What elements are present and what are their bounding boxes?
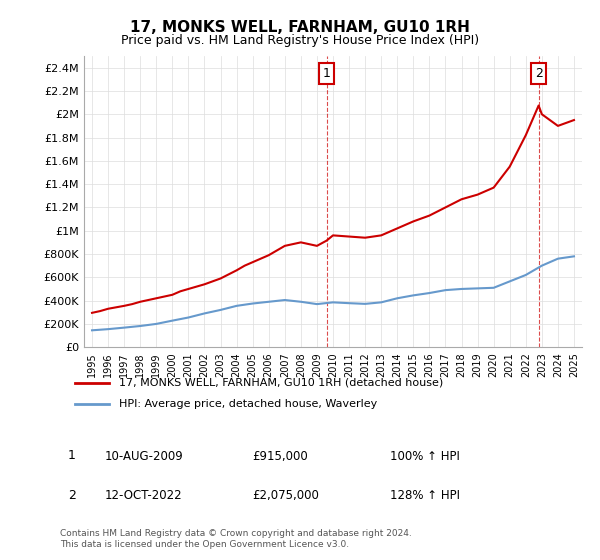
Text: 100% ↑ HPI: 100% ↑ HPI	[390, 450, 460, 463]
Text: 1: 1	[323, 67, 331, 80]
Text: £2,075,000: £2,075,000	[252, 489, 319, 502]
Text: £915,000: £915,000	[252, 450, 308, 463]
Text: 10-AUG-2009: 10-AUG-2009	[105, 450, 184, 463]
Text: 2: 2	[68, 488, 76, 502]
Text: Contains HM Land Registry data © Crown copyright and database right 2024.
This d: Contains HM Land Registry data © Crown c…	[60, 529, 412, 549]
Text: HPI: Average price, detached house, Waverley: HPI: Average price, detached house, Wave…	[119, 399, 377, 409]
Text: 17, MONKS WELL, FARNHAM, GU10 1RH: 17, MONKS WELL, FARNHAM, GU10 1RH	[130, 20, 470, 35]
Text: Price paid vs. HM Land Registry's House Price Index (HPI): Price paid vs. HM Land Registry's House …	[121, 34, 479, 46]
Text: 17, MONKS WELL, FARNHAM, GU10 1RH (detached house): 17, MONKS WELL, FARNHAM, GU10 1RH (detac…	[119, 378, 443, 388]
Text: 128% ↑ HPI: 128% ↑ HPI	[390, 489, 460, 502]
Text: 12-OCT-2022: 12-OCT-2022	[105, 489, 182, 502]
Text: 2: 2	[535, 67, 542, 80]
Text: 1: 1	[68, 449, 76, 463]
